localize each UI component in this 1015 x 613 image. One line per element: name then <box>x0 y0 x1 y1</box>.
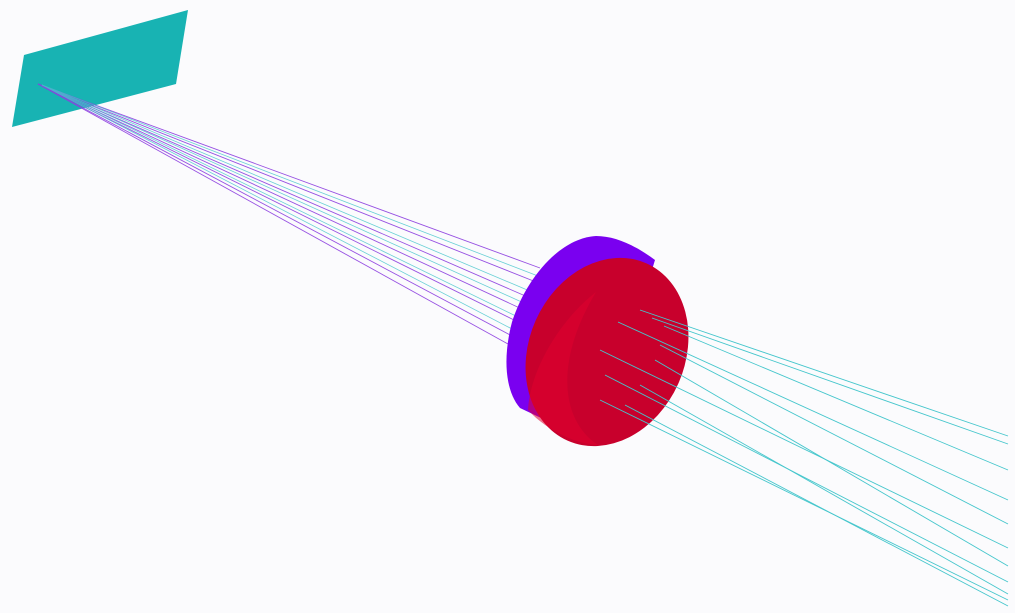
focused-ray <box>37 83 537 283</box>
focused-ray <box>37 83 519 323</box>
incoming-ray <box>624 404 1009 607</box>
focused-ray <box>37 83 531 299</box>
focused-ray <box>37 83 541 269</box>
incoming-ray <box>654 359 1009 567</box>
lens-face-shadow <box>528 292 598 445</box>
incoming-ray <box>659 344 1009 525</box>
incoming-ray <box>639 384 1009 595</box>
incoming-rays <box>599 309 1009 607</box>
focused-ray <box>41 84 527 305</box>
incoming-ray <box>604 374 1009 583</box>
focused-rays-secondary <box>41 84 539 331</box>
incoming-ray <box>599 399 1009 601</box>
incoming-ray <box>617 321 1009 501</box>
incoming-ray <box>651 317 1009 445</box>
detector-plane <box>12 10 188 127</box>
incoming-ray <box>663 325 1009 471</box>
incoming-ray <box>639 309 1009 437</box>
focused-ray <box>41 84 533 293</box>
focused-ray <box>37 83 513 337</box>
focused-ray <box>41 84 521 319</box>
focused-rays <box>37 83 541 345</box>
incoming-ray <box>599 349 1009 549</box>
focused-ray <box>37 83 525 311</box>
focused-ray <box>37 83 509 345</box>
focused-ray <box>41 84 539 277</box>
focused-ray <box>41 84 515 331</box>
